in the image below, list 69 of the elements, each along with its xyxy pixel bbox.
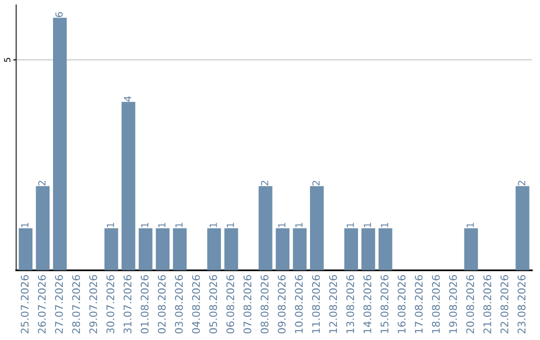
data-label: 1 (295, 222, 302, 228)
data-label: 1 (21, 222, 28, 228)
x-tick-label: 25.07.2026 (20, 275, 29, 334)
bar (224, 228, 238, 270)
x-tick-label: 23.08.2026 (518, 275, 526, 334)
x-tick-label: 12.08.2026 (329, 275, 338, 333)
x-tick-label: 20.08.2026 (466, 275, 474, 334)
data-label: 1 (364, 222, 371, 228)
bar (156, 228, 170, 270)
x-tick-label: 30.07.2026 (106, 275, 114, 334)
data-label: 2 (518, 180, 526, 186)
x-tick-label: 11.08.2026 (312, 275, 320, 333)
x-tick-label: 10.08.2026 (294, 275, 303, 333)
x-tick-label: 09.08.2026 (278, 275, 286, 334)
data-label: 1 (175, 222, 182, 228)
data-label: 1 (158, 222, 166, 228)
bar (464, 228, 478, 270)
bar (53, 18, 67, 270)
x-tick-label: 29.07.2026 (89, 275, 98, 334)
bar (310, 186, 324, 270)
x-tick-label: 21.08.2026 (483, 275, 492, 334)
x-tick-label: 04.08.2026 (192, 275, 200, 334)
data-label: 1 (466, 222, 474, 228)
x-tick-label: 28.07.2026 (72, 275, 80, 334)
data-label: 2 (38, 180, 46, 186)
bar (361, 228, 376, 270)
data-label: 1 (278, 222, 286, 228)
bar (276, 228, 290, 270)
bar (516, 186, 530, 270)
x-tick-label: 02.08.2026 (158, 275, 166, 334)
x-tick-label: 18.08.2026 (432, 275, 440, 333)
data-label: 1 (346, 222, 354, 228)
x-tick-label: 31.07.2026 (124, 275, 132, 334)
data-label: 2 (312, 180, 320, 186)
data-label: 1 (141, 222, 148, 228)
data-label: 4 (124, 96, 132, 102)
bar (258, 186, 272, 270)
x-tick-label: 15.08.2026 (380, 275, 388, 333)
x-tick-label: 17.08.2026 (414, 275, 423, 333)
data-label: 2 (260, 180, 268, 186)
bar (172, 228, 187, 270)
x-tick-label: 16.08.2026 (398, 275, 406, 333)
bar (122, 102, 136, 270)
bar (18, 228, 32, 270)
x-tick-label: 26.07.2026 (38, 275, 46, 334)
x-tick-label: 13.08.2026 (346, 275, 354, 333)
x-tick-label: 27.07.2026 (55, 275, 63, 334)
bar (378, 228, 392, 270)
x-tick-label: 22.08.2026 (500, 275, 508, 334)
data-label: 1 (381, 222, 388, 228)
x-tick-label: 03.08.2026 (174, 275, 183, 334)
x-tick-label: 06.08.2026 (226, 275, 234, 334)
x-tick-label: 05.08.2026 (209, 275, 218, 334)
x-tick-label: 07.08.2026 (243, 275, 252, 334)
x-tick-label: 01.08.2026 (140, 275, 149, 334)
y-tick-label: 5 (4, 58, 10, 62)
x-tick-label: 08.08.2026 (260, 275, 269, 334)
data-label: 1 (226, 222, 234, 228)
bar (207, 228, 221, 270)
x-tick-label: 14.08.2026 (363, 275, 372, 333)
bar (138, 228, 152, 270)
bar (344, 228, 358, 270)
data-label: 6 (55, 12, 63, 18)
bar (104, 228, 118, 270)
x-tick-label: 19.08.2026 (449, 275, 457, 333)
bar (36, 186, 50, 270)
bar (292, 228, 307, 270)
data-label: 1 (106, 222, 114, 228)
data-label: 1 (210, 222, 217, 228)
